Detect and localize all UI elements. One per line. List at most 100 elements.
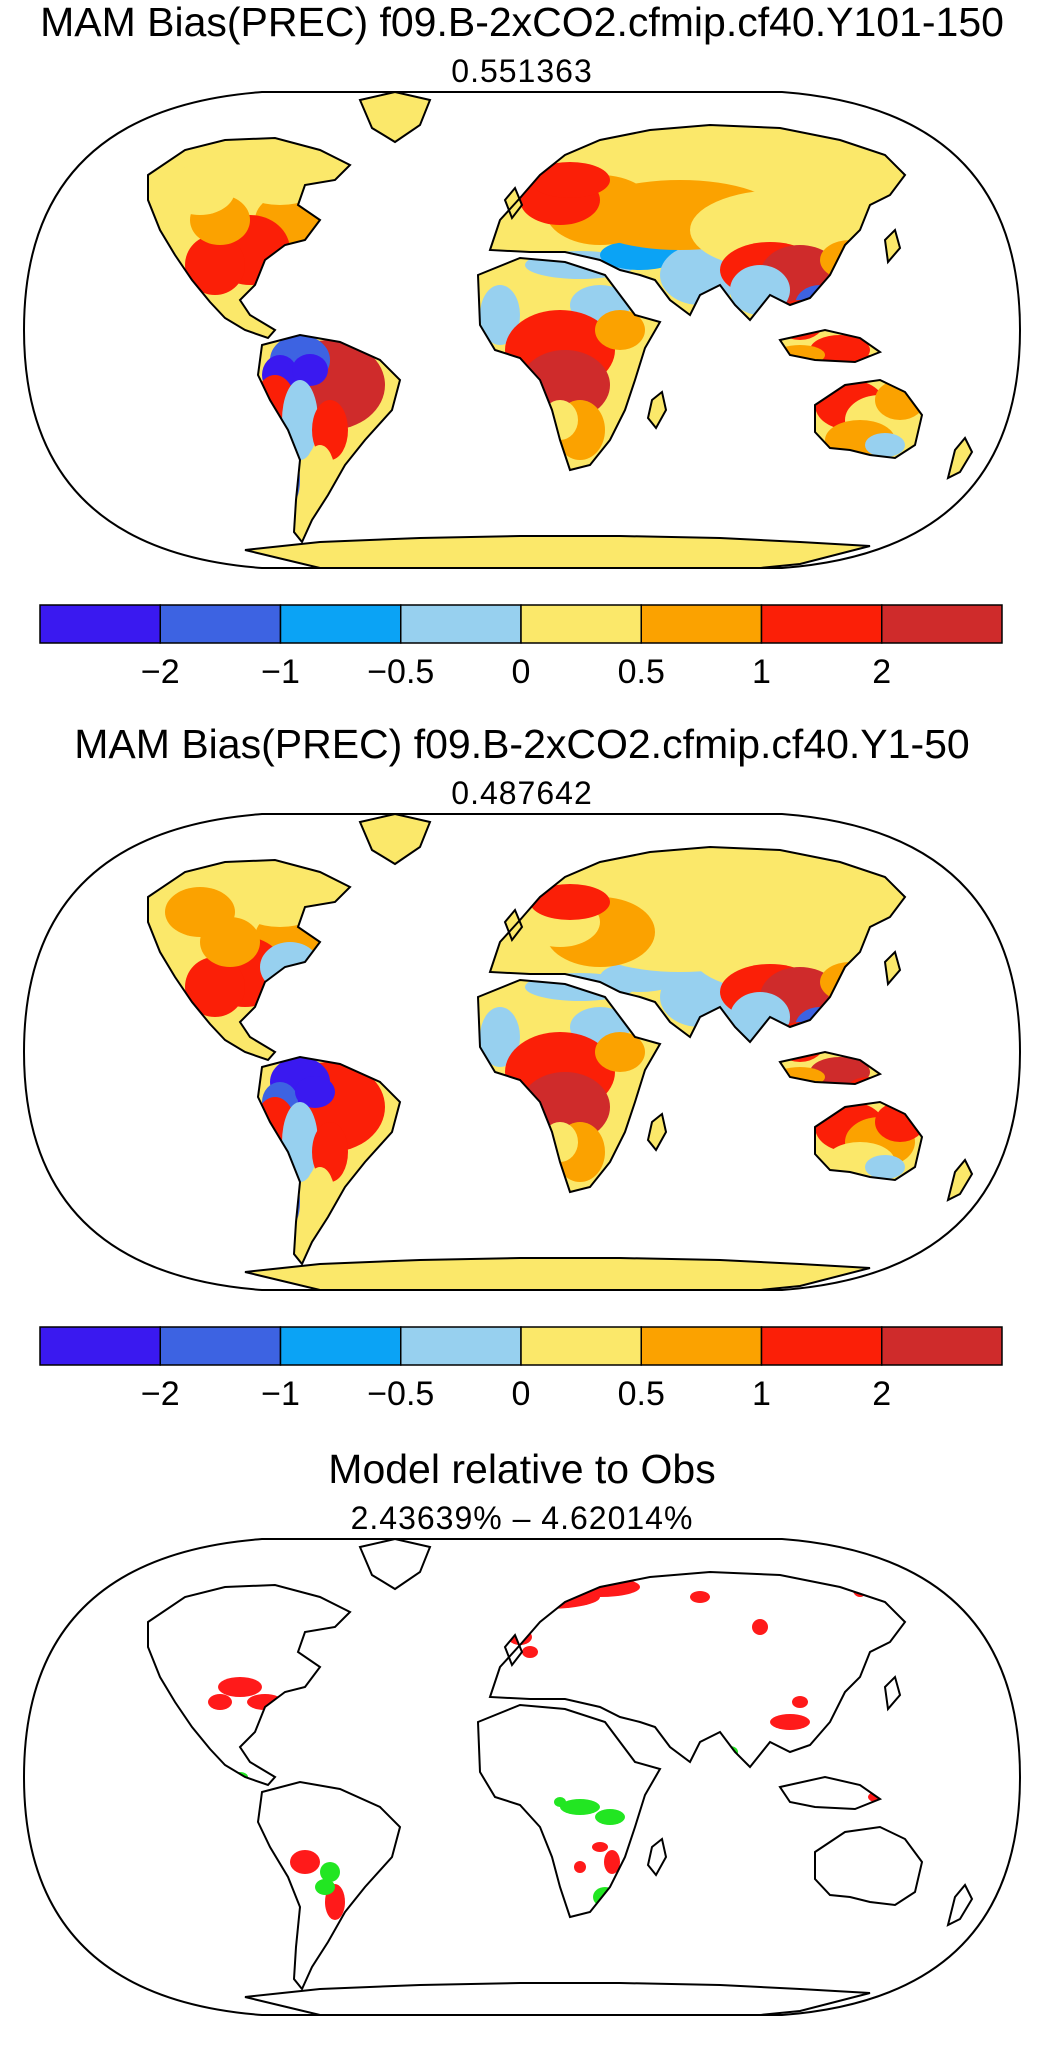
bias-cell (240, 887, 320, 927)
bias-cell (860, 265, 900, 305)
bias-cell (480, 1007, 520, 1067)
panel-2-title: MAM Bias(PREC) f09.B-2xCO2.cfmip.cf40.Y1… (74, 721, 970, 767)
coastline-madagascar (646, 390, 668, 430)
coastline-australia (814, 378, 924, 460)
worse-cell (490, 1585, 600, 1609)
colorbar-swatch (159, 1326, 282, 1366)
colorbar-tick-label: −1 (261, 1375, 300, 1412)
bias-cell (165, 887, 235, 937)
colorbar-swatch (640, 1326, 763, 1366)
coastline-africa (476, 1703, 662, 1919)
bias-cell (530, 884, 610, 920)
coastline-britain (503, 908, 524, 943)
coastline-indonesia (778, 328, 883, 364)
coastline-indonesia (778, 1775, 883, 1811)
bias-cell (185, 957, 245, 1017)
bias-cell (530, 162, 610, 198)
bias-cell (240, 165, 320, 205)
worse-cell (752, 1619, 768, 1635)
colorbar-swatch (279, 604, 402, 644)
better-cell (789, 1752, 801, 1762)
coastline-africa (476, 256, 662, 472)
coastline-indonesia (778, 1050, 883, 1086)
better-cell (595, 1809, 625, 1825)
map-content (147, 814, 974, 1290)
colorbar-tick-label: −0.5 (367, 1375, 434, 1412)
bias-cell (865, 433, 905, 457)
worse-cell (508, 1629, 532, 1645)
coastline-japan (883, 950, 902, 987)
colorbar-swatch (400, 604, 522, 644)
coastline-japan (883, 1675, 902, 1712)
colorbar-tick-label: 0 (512, 653, 531, 690)
bias-cell (775, 1022, 825, 1062)
map-content (147, 1539, 974, 2015)
coastline-new-zealand (946, 1158, 974, 1202)
bias-cell (595, 310, 645, 350)
worse-cell (208, 1694, 232, 1710)
bias-cell (775, 1067, 825, 1087)
bias-cell (542, 1122, 578, 1162)
colorbar-tick-label: −0.5 (367, 653, 434, 690)
bias-cell (165, 165, 235, 215)
colorbar-swatch (760, 1326, 883, 1366)
coastline-antarctica (244, 535, 871, 568)
bias-cell (282, 1102, 318, 1182)
coastline-south-america (256, 333, 402, 544)
worse-cell (290, 1850, 320, 1874)
coastline-eurasia (488, 123, 907, 322)
coastline-eurasia (488, 845, 907, 1044)
better-cell (554, 1797, 566, 1807)
coastlines (147, 1539, 974, 2015)
worse-cell (592, 1842, 608, 1852)
coastline-antarctica (244, 1257, 871, 1290)
coastline-greenland (358, 1539, 432, 1591)
coastline-madagascar (646, 1112, 668, 1152)
colorbar-tick-label: 0.5 (618, 1375, 665, 1412)
colorbar-tick-label: −2 (141, 653, 180, 690)
coastlines (147, 814, 974, 1290)
coastline-north-america (147, 858, 352, 1062)
bias-cell (312, 1122, 348, 1182)
bias-cell (480, 285, 520, 345)
better-cell (377, 1914, 393, 1930)
colorbar-swatch (520, 1326, 642, 1366)
colorbar-tick-label: 2 (872, 653, 891, 690)
panel-2-colorbar: −2 −1 −0.5 0 0.5 1 2 (39, 1326, 1003, 1412)
bias-cell (820, 962, 880, 1002)
map-content (147, 92, 974, 568)
bias-cell (860, 987, 900, 1027)
worse-cell (275, 1711, 295, 1723)
worse-cell (522, 1646, 538, 1658)
coastline-south-america (256, 1055, 402, 1266)
colorbar-tick-label: 2 (872, 1375, 891, 1412)
colorbar-tick-label: 1 (752, 1375, 771, 1412)
bias-cell (312, 400, 348, 460)
bias-cell (730, 992, 790, 1042)
bias-cell (810, 1057, 870, 1087)
bias-cell (820, 240, 880, 280)
colorbar-swatch (760, 604, 883, 644)
colorbar-swatch (39, 604, 161, 644)
bias-cell (875, 1102, 925, 1142)
bias-cell (305, 445, 335, 505)
panel-2-global-mean: 0.487642 (451, 775, 593, 811)
worse-cell (218, 1677, 262, 1697)
colorbar-swatch (640, 604, 763, 644)
bias-cell (848, 355, 892, 375)
coastline-north-america (147, 136, 352, 340)
bias-cell (595, 1032, 645, 1072)
colorbar-tick-label: 0 (512, 1375, 531, 1412)
panel-1-colorbar: −2 −1 −0.5 0 0.5 1 2 (39, 604, 1003, 690)
bias-cell (875, 380, 925, 420)
panel-1-global-mean: 0.551363 (451, 53, 593, 89)
coastline-japan (883, 228, 902, 265)
worse-cell (604, 1850, 620, 1874)
panel-2-world-map (22, 813, 1022, 1291)
colorbar-swatch (881, 1326, 1003, 1366)
coastline-britain (503, 1633, 524, 1668)
colorbar-tick-label: −2 (141, 1375, 180, 1412)
coastline-new-zealand (946, 1883, 974, 1927)
panel-3-title: Model relative to Obs (328, 1446, 716, 1492)
colorbar-tick-label: 1 (752, 653, 771, 690)
